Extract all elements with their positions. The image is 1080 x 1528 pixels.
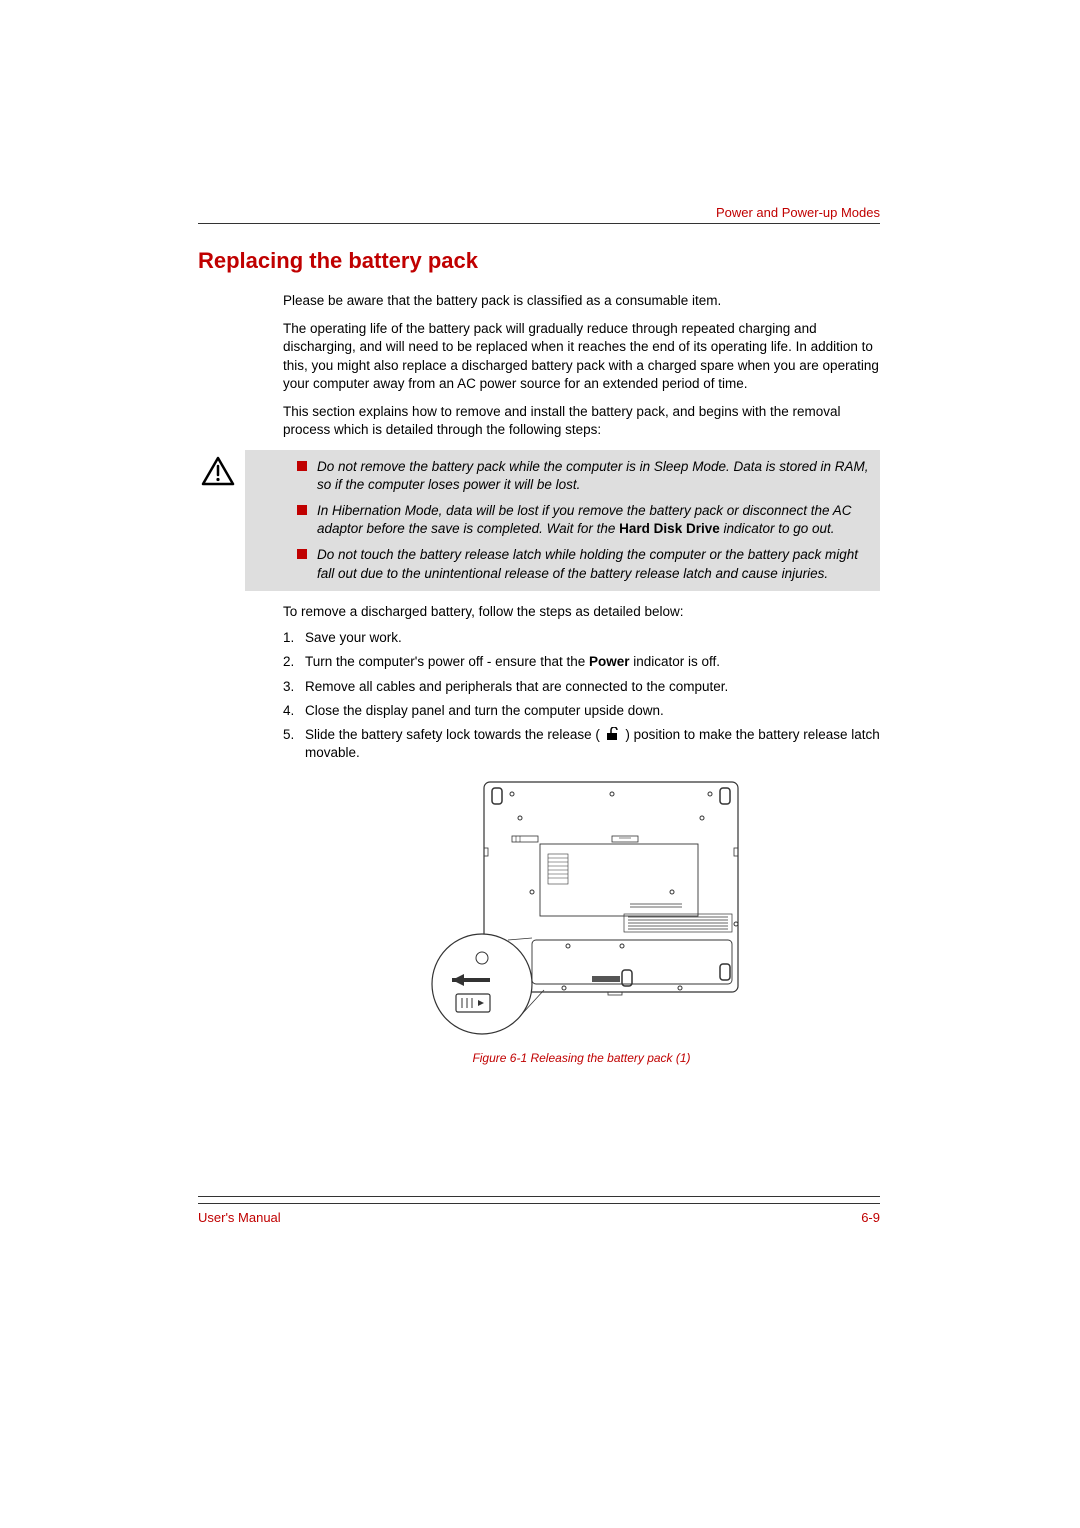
page-title: Replacing the battery pack	[198, 248, 880, 274]
step-number: 2.	[283, 653, 305, 671]
figure: Figure 6-1 Releasing the battery pack (1…	[283, 776, 880, 1065]
step-text: Remove all cables and peripherals that a…	[305, 678, 880, 696]
warning-item: Do not touch the battery release latch w…	[297, 546, 870, 582]
warning-item: Do not remove the battery pack while the…	[297, 458, 870, 494]
step-text: Close the display panel and turn the com…	[305, 702, 880, 720]
step-item: 1. Save your work.	[283, 629, 880, 647]
step-item: 4. Close the display panel and turn the …	[283, 702, 880, 720]
step-item: 5. Slide the battery safety lock towards…	[283, 726, 880, 762]
warning-text: Do not touch the battery release latch w…	[317, 547, 858, 580]
paragraph-2: The operating life of the battery pack w…	[283, 320, 880, 393]
warning-box: Do not remove the battery pack while the…	[245, 450, 880, 591]
header-section: Power and Power-up Modes	[198, 205, 880, 224]
step-item: 2. Turn the computer's power off - ensur…	[283, 653, 880, 671]
steps-intro: To remove a discharged battery, follow t…	[283, 603, 880, 621]
step-number: 3.	[283, 678, 305, 696]
footer-right: 6-9	[861, 1210, 880, 1225]
step-text: Turn the computer's power off - ensure t…	[305, 653, 880, 671]
paragraph-1: Please be aware that the battery pack is…	[283, 292, 880, 310]
page-footer: User's Manual 6-9	[198, 1196, 880, 1225]
warning-list: Do not remove the battery pack while the…	[297, 458, 870, 583]
warning-text: In Hibernation Mode, data will be lost i…	[317, 503, 852, 536]
figure-caption: Figure 6-1 Releasing the battery pack (1…	[283, 1051, 880, 1065]
bullet-icon	[297, 505, 307, 515]
unlock-icon	[604, 727, 622, 741]
step-text: Save your work.	[305, 629, 880, 647]
warning-item: In Hibernation Mode, data will be lost i…	[297, 502, 870, 538]
footer-left: User's Manual	[198, 1210, 281, 1225]
bullet-icon	[297, 461, 307, 471]
header-title: Power and Power-up Modes	[198, 205, 880, 220]
bullet-icon	[297, 549, 307, 559]
step-item: 3. Remove all cables and peripherals tha…	[283, 678, 880, 696]
laptop-bottom-diagram	[412, 776, 752, 1036]
step-number: 5.	[283, 726, 305, 762]
step-number: 1.	[283, 629, 305, 647]
warning-icon	[201, 456, 235, 486]
step-text: Slide the battery safety lock towards th…	[305, 726, 880, 762]
steps-list: 1. Save your work. 2. Turn the computer'…	[283, 629, 880, 762]
step-number: 4.	[283, 702, 305, 720]
warning-text: Do not remove the battery pack while the…	[317, 459, 869, 492]
paragraph-3: This section explains how to remove and …	[283, 403, 880, 439]
